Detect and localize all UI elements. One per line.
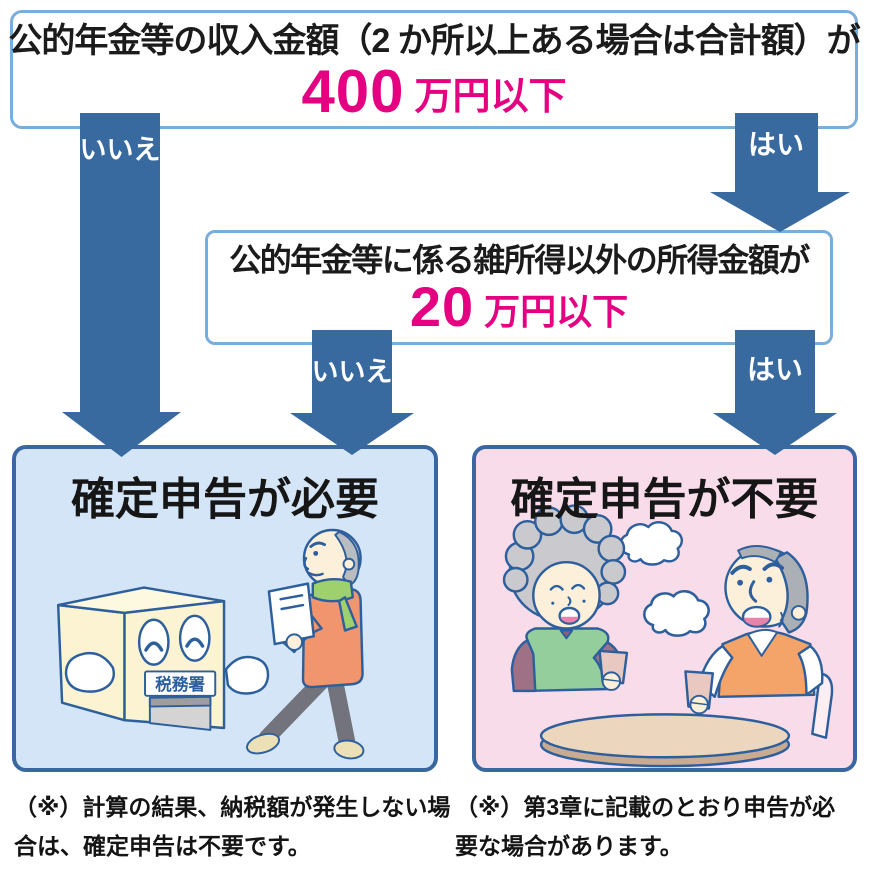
footnote-filing-required: （※）計算の結果、納税額が発生しない場合は、確定申告は不要です。	[14, 794, 451, 860]
walking-man	[246, 528, 365, 760]
tax-office-illustration: 税務署	[56, 528, 365, 760]
building-left-hand	[64, 652, 115, 693]
building-sign-text: 税務署	[155, 674, 205, 694]
branch-label-yes: はい	[746, 354, 803, 385]
elderly-woman	[502, 504, 627, 693]
tax-office-building: 税務署	[56, 586, 270, 731]
question1-amount-row: 400 万円以下	[301, 57, 567, 125]
question1-text: 公的年金等の収入金額（2 か所以上ある場合は合計額）が	[8, 22, 860, 60]
question2-amount-row: 20 万円以下	[409, 275, 629, 339]
elderly-couple-illustration	[502, 504, 834, 768]
question2-text: 公的年金等に係る雑所得以外の所得金額が	[229, 242, 810, 278]
man-scarf	[311, 577, 355, 603]
no-arrow-question1	[62, 113, 181, 457]
table	[539, 713, 791, 768]
result-box-filing-not-required: 確定申告が不要	[472, 445, 857, 772]
building-right-hand	[224, 655, 270, 695]
branch-label-no: いいえ	[79, 135, 161, 165]
chair	[811, 672, 834, 739]
result-not-required-title: 確定申告が不要	[510, 475, 819, 524]
question2-unit: 万円以下	[484, 290, 629, 332]
question-box-pension-income: 公的年金等の収入金額（2 か所以上ある場合は合計額）が 400 万円以下	[8, 10, 861, 129]
steam-puffs	[619, 521, 710, 637]
yes-arrow-question1	[710, 113, 850, 232]
footnote-filing-not-required: （※）第3章に記載のとおり申告が必要な場合があります。	[455, 794, 836, 860]
no-arrow-question2	[290, 330, 414, 455]
branch-label-yes: はい	[747, 129, 804, 160]
result-box-filing-required: 確定申告が必要	[12, 445, 438, 772]
question1-unit: 万円以下	[414, 75, 567, 118]
branch-label-no: いいえ	[311, 357, 393, 387]
question1-amount: 400	[301, 57, 405, 125]
yes-arrow-question2	[713, 330, 837, 455]
woman-face	[532, 560, 601, 630]
elderly-man	[697, 545, 824, 699]
building-sign	[144, 670, 217, 697]
question-box-other-income: 公的年金等に係る雑所得以外の所得金額が 20 万円以下	[205, 230, 833, 345]
question2-amount: 20	[409, 275, 475, 339]
result-required-title: 確定申告が必要	[71, 475, 379, 524]
